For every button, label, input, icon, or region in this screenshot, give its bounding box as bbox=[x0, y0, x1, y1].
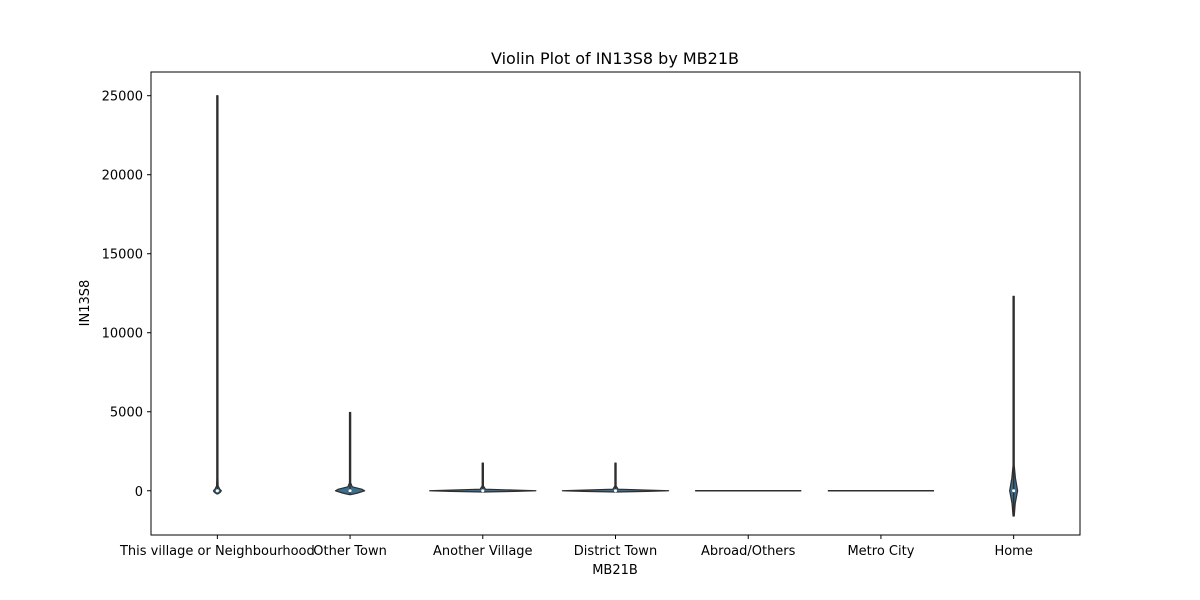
y-tick-label: 10000 bbox=[102, 327, 143, 342]
x-axis-label: MB21B bbox=[592, 563, 638, 578]
y-tick-label: 0 bbox=[135, 485, 143, 500]
y-tick-label: 25000 bbox=[102, 90, 143, 105]
y-tick-label: 20000 bbox=[102, 169, 143, 184]
x-tick-label: Home bbox=[994, 544, 1032, 559]
chart-title: Violin Plot of IN13S8 by MB21B bbox=[491, 49, 739, 68]
x-tick-label: Abroad/Others bbox=[701, 544, 796, 559]
violin-district-town bbox=[561, 462, 670, 493]
y-axis: 0 5000 10000 15000 20000 25000 bbox=[102, 90, 151, 500]
violin-home bbox=[1009, 295, 1019, 517]
violin-median bbox=[348, 489, 352, 493]
violin-median bbox=[614, 489, 617, 493]
x-tick-label: Other Town bbox=[313, 544, 387, 559]
violin-another-village bbox=[429, 462, 537, 493]
x-tick-label: Metro City bbox=[847, 544, 914, 559]
y-tick-label: 15000 bbox=[102, 248, 143, 263]
violin-other-town bbox=[334, 411, 366, 496]
violin-this-village-or-neighbourhood bbox=[212, 95, 222, 495]
violin-median bbox=[215, 489, 219, 493]
violin-median bbox=[1012, 489, 1016, 493]
y-axis-label: IN13S8 bbox=[78, 280, 93, 327]
x-tick-label: District Town bbox=[574, 544, 657, 559]
violin-median bbox=[481, 489, 485, 493]
violin-group bbox=[212, 95, 1019, 517]
x-tick-label: This village or Neighbourhood bbox=[119, 544, 315, 559]
x-tick-label: Another Village bbox=[433, 544, 533, 559]
y-tick-label: 5000 bbox=[110, 406, 143, 421]
